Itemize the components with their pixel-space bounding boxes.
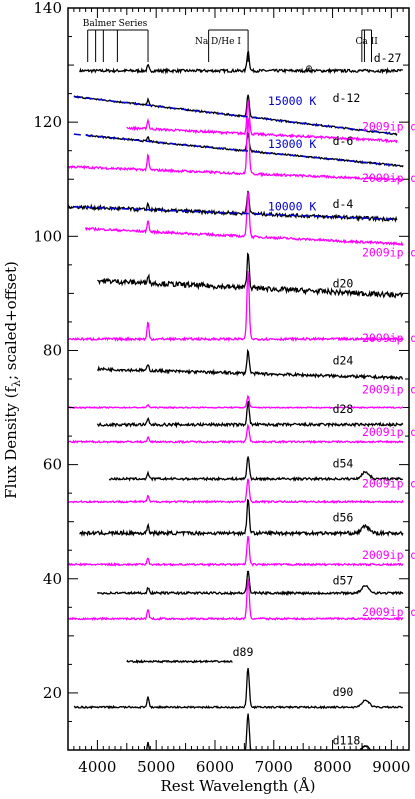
series-label: 2009ip d54 [362,476,415,490]
blackbody-fit-line [73,206,398,221]
x-tick-label: 9000 [372,758,410,776]
spectrum-2009ip-d58 [68,535,404,567]
spectrum-d20 [97,252,404,299]
x-tick-label: 4000 [78,758,116,776]
spectrum-d90 [73,667,404,710]
earth-symbol-annotation: ⊕ [305,64,313,74]
spectrum-d54 [108,456,404,482]
spectrum-2009ip-d25 [68,394,404,410]
x-tick-label: 7000 [255,758,293,776]
spectrum-d28 [96,401,404,429]
series-label: 2009ip d-13 [362,120,415,134]
series-label: 2009ip d29 [362,425,415,439]
series-label: 2009ip d60 [362,605,415,619]
y-tick-label: 20 [43,684,62,702]
spectrum-2009ip-d-13 [126,100,398,144]
spectrum-d89 [126,659,233,664]
series-label: 2009ip d58 [362,548,415,562]
y-tick-label: 80 [43,341,62,359]
x-tick-label: 8000 [313,758,351,776]
spectrum-d-4 [68,190,398,223]
series-label: 2009ip d-3 [362,245,415,259]
series-label: d-4 [333,197,354,211]
blackbody-fit-label: 13000 K [268,137,317,151]
y-tick-label: 140 [33,0,62,17]
x-tick-label: 5000 [137,758,175,776]
blackbody-fit-line [73,133,398,167]
series-label: 2009ip d21 [362,331,415,345]
x-axis-label: Rest Wavelength (Å) [160,777,315,795]
y-axis-label: Flux Density (fλ; scaled+offset) [2,261,23,499]
x-tick-label: 6000 [196,758,234,776]
series-label: 2009ip d-5 [362,171,415,185]
spectrum-2009ip-d-3 [84,191,404,247]
annotation-label: Na D/He I [195,37,241,47]
series-label: d-27 [374,51,402,65]
y-tick-label: 60 [43,456,62,474]
series-label: d20 [333,277,354,291]
spectrum-d24 [96,348,404,381]
spectrum-2009ip-d54 [68,478,404,504]
series-label: d118 [333,733,361,747]
plot-frame [67,7,410,751]
spectrum-2009ip-d21 [68,270,404,343]
y-tick-label: 40 [43,570,62,588]
series-label: 2009ip d25 [362,382,415,396]
series-label: d24 [333,354,354,368]
series-label: d57 [333,573,354,587]
y-tick-label: 100 [33,227,62,245]
blackbody-fit-line [73,95,392,135]
series-label: d28 [333,402,354,416]
y-tick-label: 120 [33,113,62,131]
spectrum-2009ip-d-5 [68,117,404,182]
series-label: d-6 [333,134,354,148]
series-label: d56 [333,511,354,525]
annotation-label: Balmer Series [83,19,148,29]
spectrum-2009ip-d29 [68,423,404,445]
annotation-label: Ca II [356,37,379,47]
series-label: d54 [333,456,354,470]
blackbody-fit-label: 10000 K [268,200,317,214]
series-label: d89 [233,645,254,659]
series-label: d-12 [333,91,361,105]
spectrum-2009ip-d60 [68,578,404,622]
series-label: d90 [333,685,354,699]
spectrum-d56 [79,498,404,538]
blackbody-fit-label: 15000 K [268,94,317,108]
spectrum-d57 [96,570,404,597]
spectrum-d-27 [79,50,403,75]
